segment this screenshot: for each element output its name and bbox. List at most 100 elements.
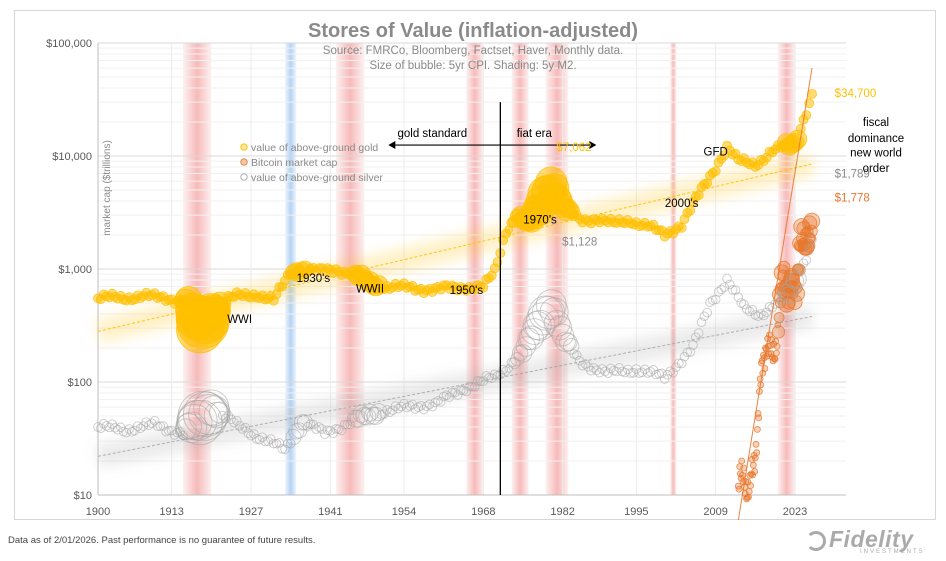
data-point <box>314 422 324 432</box>
fidelity-logo-sub: INVESTMENTS <box>860 549 925 555</box>
fidelity-ring-icon <box>806 531 826 551</box>
data-point <box>175 411 208 444</box>
data-point <box>772 337 780 345</box>
data-point <box>696 317 707 328</box>
footer-disclaimer: Data as of 2/01/2026. Past performance i… <box>8 535 316 546</box>
x-tick-label-3: 1941 <box>318 506 342 518</box>
data-point <box>716 284 727 295</box>
data-point <box>317 424 327 434</box>
data-point <box>751 468 759 475</box>
x-tick-label-2: 1927 <box>239 506 263 518</box>
data-point <box>366 406 385 425</box>
data-point <box>749 461 757 469</box>
x-tick-label-9: 2023 <box>783 506 807 518</box>
data-point <box>773 342 781 350</box>
data-point <box>229 417 239 428</box>
annotation-7: 1930's <box>297 273 331 285</box>
data-point <box>676 222 687 233</box>
y-axis-label: market cap ($trillions) <box>102 140 113 236</box>
legend-marker-0 <box>240 143 248 151</box>
chart-subtitle-notes: Size of bubble: 5yr CPI. Shading: 5y M2. <box>369 60 577 72</box>
x-tick-label-1: 1913 <box>159 506 183 518</box>
data-point <box>773 312 785 323</box>
annotation-0: gold standard <box>397 128 467 140</box>
data-point <box>226 414 236 425</box>
data-point <box>475 376 486 386</box>
data-point <box>464 381 474 392</box>
data-point <box>158 421 168 431</box>
data-point <box>455 385 466 396</box>
data-point <box>246 430 256 441</box>
annotation-5: 2000's <box>665 198 699 210</box>
annotation-16: new world <box>850 148 902 160</box>
data-point <box>710 166 721 177</box>
data-point <box>759 310 769 321</box>
data-point <box>662 370 673 380</box>
data-point <box>699 311 710 321</box>
data-point <box>467 381 477 392</box>
data-point <box>382 405 392 415</box>
data-point <box>603 368 613 378</box>
era-arrow-left-icon <box>388 141 396 150</box>
data-point <box>676 358 687 369</box>
data-point <box>749 471 756 479</box>
era-arrow-right-icon <box>589 141 597 150</box>
data-point <box>730 285 741 295</box>
data-point <box>132 421 143 431</box>
y-tick-label-3: $10,000 <box>52 151 92 163</box>
data-point <box>754 425 761 433</box>
data-point <box>745 488 753 495</box>
data-point <box>308 419 319 430</box>
data-point <box>539 297 569 327</box>
chart-title: Stores of Value (inflation-adjusted) <box>307 20 639 42</box>
data-point <box>447 387 457 398</box>
data-point <box>470 381 480 392</box>
data-point <box>756 375 764 383</box>
data-point <box>501 366 511 376</box>
series-value-of-above-ground-gold <box>93 89 817 354</box>
annotation-4: 1970's <box>523 214 557 226</box>
x-tick-label-7: 1995 <box>624 506 648 518</box>
x-tick-label-6: 1982 <box>550 506 574 518</box>
data-point <box>515 336 537 357</box>
chart-subtitle-source: Source: FMRCo, Bloomberg, Factset, Haver… <box>322 45 624 57</box>
series-value-of-above-ground-silver <box>93 234 817 455</box>
data-point <box>149 415 160 426</box>
data-point <box>291 422 308 439</box>
data-point <box>461 386 472 397</box>
data-point <box>339 419 350 430</box>
data-point <box>305 419 316 429</box>
fidelity-logo: Fidelity <box>806 526 914 553</box>
data-point <box>705 297 715 307</box>
data-point <box>349 409 368 428</box>
annotation-14: fiscal <box>863 117 889 129</box>
annotation-8: WWII <box>356 284 384 296</box>
trendline-1 <box>97 315 813 457</box>
data-point <box>572 350 582 360</box>
data-point <box>266 434 276 444</box>
data-point <box>526 302 560 336</box>
data-point <box>283 438 293 449</box>
data-point <box>674 358 684 368</box>
data-point <box>740 464 748 472</box>
data-point <box>104 422 115 433</box>
data-point <box>685 347 695 357</box>
data-point <box>788 129 808 149</box>
data-point <box>124 424 134 434</box>
data-point <box>801 110 812 120</box>
data-point <box>147 418 157 428</box>
data-point <box>430 397 440 408</box>
y-tick-label-2: $1,000 <box>58 264 92 276</box>
y-tick-label-4: $100,000 <box>46 38 92 50</box>
annotation-6: GFD <box>704 146 728 158</box>
data-point <box>424 399 435 410</box>
data-point <box>771 355 779 363</box>
data-point <box>753 311 763 321</box>
data-point <box>702 307 712 318</box>
data-point <box>563 338 580 355</box>
data-point <box>795 123 806 134</box>
annotation-15: dominance <box>848 133 904 145</box>
data-point <box>385 407 395 418</box>
x-tick-label-5: 1968 <box>471 506 495 518</box>
data-point <box>777 283 796 302</box>
